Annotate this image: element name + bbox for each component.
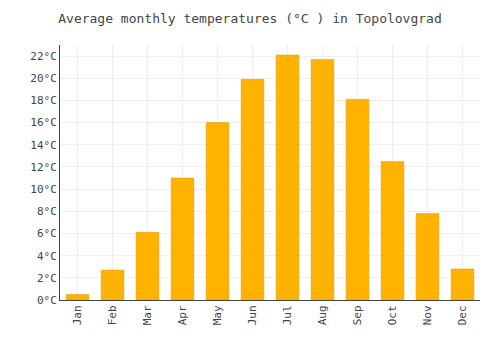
svg-text:2°C: 2°C	[37, 272, 57, 285]
svg-text:Apr: Apr	[176, 305, 189, 325]
svg-text:22°C: 22°C	[30, 50, 57, 63]
svg-text:10°C: 10°C	[30, 183, 57, 196]
svg-text:14°C: 14°C	[30, 139, 57, 152]
svg-text:18°C: 18°C	[30, 94, 57, 107]
svg-text:May: May	[211, 305, 224, 325]
svg-text:6°C: 6°C	[37, 227, 57, 240]
svg-text:Jul: Jul	[281, 305, 294, 325]
svg-text:Mar: Mar	[141, 305, 154, 325]
svg-text:Jun: Jun	[246, 305, 259, 325]
svg-text:Oct: Oct	[386, 305, 399, 325]
svg-text:Nov: Nov	[421, 305, 434, 325]
svg-text:0°C: 0°C	[37, 294, 57, 307]
svg-text:Feb: Feb	[106, 305, 119, 325]
svg-text:8°C: 8°C	[37, 205, 57, 218]
svg-text:Average monthly temperatures (: Average monthly temperatures (°C ) in To…	[58, 11, 442, 26]
svg-text:Sep: Sep	[351, 305, 364, 325]
svg-text:12°C: 12°C	[30, 161, 57, 174]
svg-text:20°C: 20°C	[30, 72, 57, 85]
svg-text:Aug: Aug	[316, 305, 329, 325]
svg-text:4°C: 4°C	[37, 250, 57, 263]
svg-text:Jan: Jan	[71, 305, 84, 325]
svg-text:16°C: 16°C	[30, 116, 57, 129]
svg-text:Dec: Dec	[456, 305, 469, 325]
